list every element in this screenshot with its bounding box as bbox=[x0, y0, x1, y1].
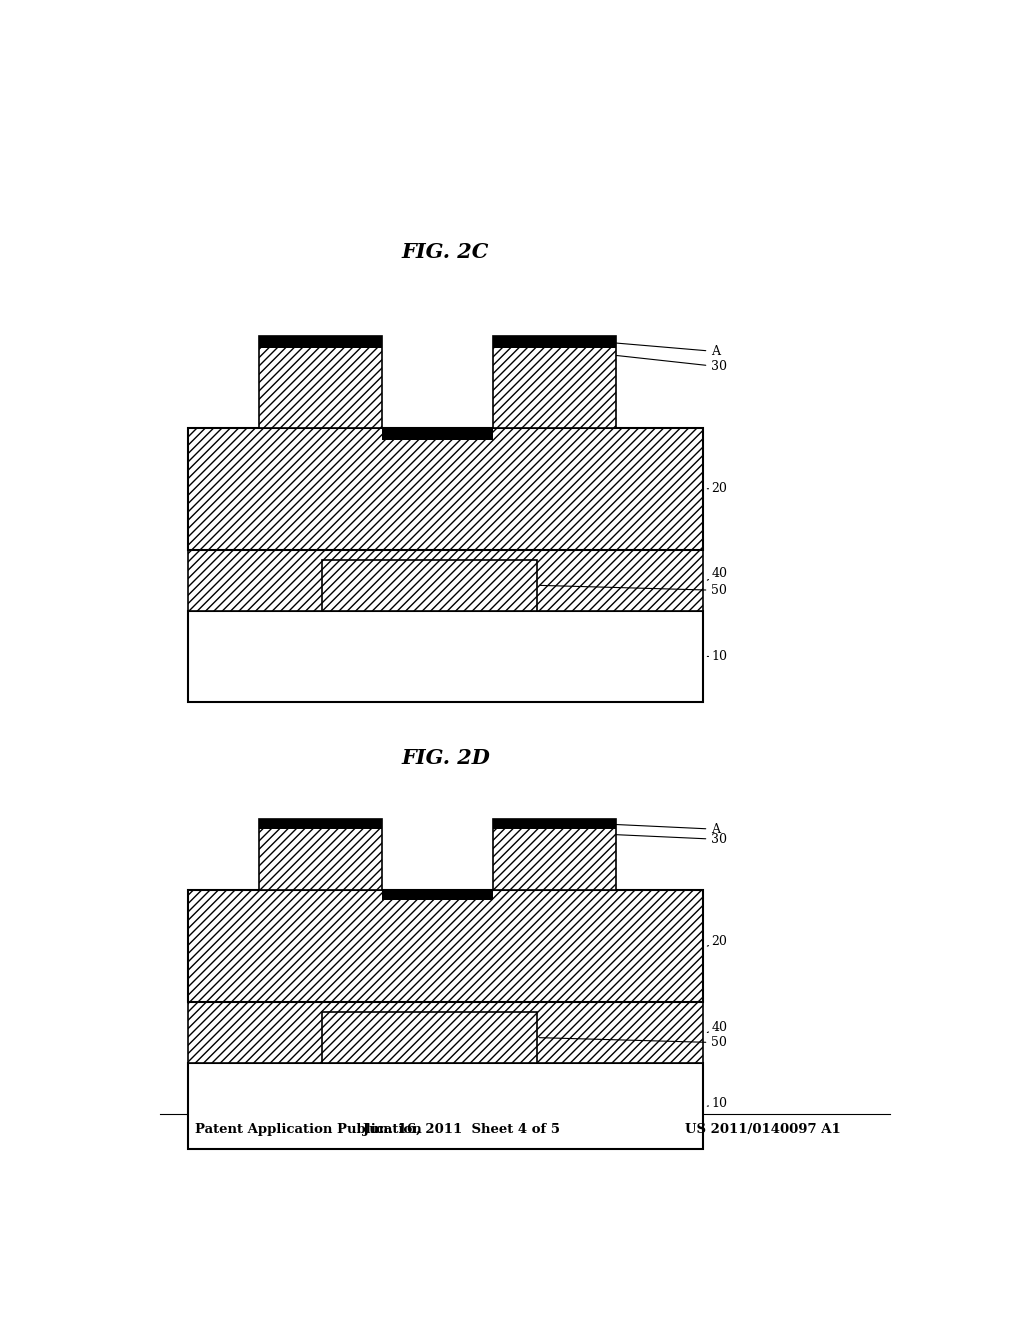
Polygon shape bbox=[259, 818, 616, 900]
Text: 30: 30 bbox=[611, 833, 727, 846]
Text: A: A bbox=[611, 822, 720, 836]
Text: 20: 20 bbox=[708, 482, 727, 495]
Bar bbox=[259, 818, 382, 890]
Text: FIG. 2C: FIG. 2C bbox=[401, 242, 489, 263]
Text: A: A bbox=[611, 343, 720, 358]
Bar bbox=[323, 1012, 537, 1063]
Text: Patent Application Publication: Patent Application Publication bbox=[196, 1122, 422, 1135]
Polygon shape bbox=[259, 337, 616, 440]
Bar bbox=[259, 337, 382, 428]
Text: Jun. 16, 2011  Sheet 4 of 5: Jun. 16, 2011 Sheet 4 of 5 bbox=[362, 1122, 560, 1135]
Text: 10: 10 bbox=[708, 649, 727, 663]
Bar bbox=[187, 1063, 703, 1150]
Bar bbox=[494, 337, 616, 428]
Bar bbox=[187, 1002, 703, 1063]
Text: 40: 40 bbox=[708, 1020, 727, 1034]
Bar bbox=[187, 549, 703, 611]
Text: US 2011/0140097 A1: US 2011/0140097 A1 bbox=[685, 1122, 841, 1135]
Text: 50: 50 bbox=[540, 583, 727, 597]
Bar bbox=[494, 818, 616, 890]
Bar bbox=[187, 428, 703, 549]
Text: 20: 20 bbox=[708, 935, 727, 948]
Text: 50: 50 bbox=[540, 1036, 727, 1049]
Bar bbox=[187, 890, 703, 1002]
Text: 10: 10 bbox=[708, 1097, 727, 1110]
Bar bbox=[187, 611, 703, 702]
Text: FIG. 2D: FIG. 2D bbox=[401, 748, 489, 768]
Bar bbox=[323, 560, 537, 611]
Text: 40: 40 bbox=[708, 566, 727, 581]
Text: 30: 30 bbox=[611, 355, 727, 374]
